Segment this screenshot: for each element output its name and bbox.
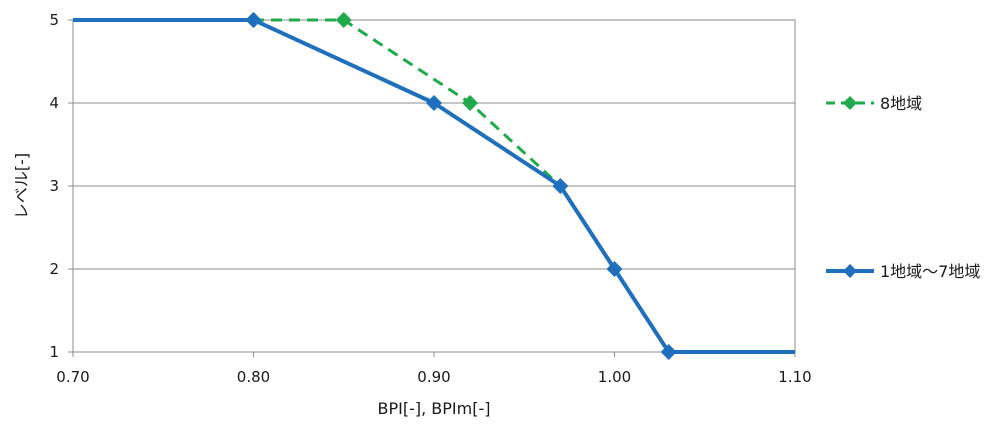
- x-axis-title: BPI[-], BPIm[-]: [378, 399, 491, 418]
- data-point-marker: [462, 95, 479, 111]
- series-1: [73, 12, 795, 354]
- legend-swatch-marker: [843, 264, 857, 278]
- legend: 8地域 1地域～7地域: [826, 94, 980, 281]
- x-tick-label: 0.70: [56, 368, 89, 386]
- y-axis-title: レベル[-]: [12, 153, 31, 219]
- legend-label: 8地域: [880, 94, 922, 113]
- data-point-marker: [335, 12, 352, 28]
- x-tick-label: 0.80: [237, 368, 270, 386]
- x-tick-label: 1.10: [778, 368, 811, 386]
- data-point-marker: [606, 261, 623, 277]
- legend-label: 1地域～7地域: [880, 262, 980, 281]
- gridlines: [68, 19, 796, 357]
- y-tick-label: 4: [49, 94, 59, 112]
- y-tick-label: 3: [49, 177, 59, 195]
- x-tick-label: 1.00: [598, 368, 631, 386]
- y-tick-label: 2: [49, 260, 59, 278]
- data-point-marker: [552, 178, 569, 194]
- y-tick-label: 5: [49, 11, 59, 29]
- legend-entry: 1地域～7地域: [826, 262, 980, 281]
- data-point-marker: [660, 344, 677, 360]
- legend-swatch-marker: [843, 96, 857, 110]
- plot-area: [72, 19, 796, 353]
- series-2: [73, 12, 795, 360]
- legend-entry: 8地域: [826, 94, 922, 113]
- series-layer: [73, 12, 795, 360]
- x-tick-label: 0.90: [417, 368, 450, 386]
- data-point-marker: [426, 95, 442, 111]
- tick-labels: 1 2 3 4 5 0.70 0.80 0.90 1.00 1.10: [49, 11, 811, 386]
- y-tick-label: 1: [49, 343, 59, 361]
- data-point-marker: [245, 12, 262, 28]
